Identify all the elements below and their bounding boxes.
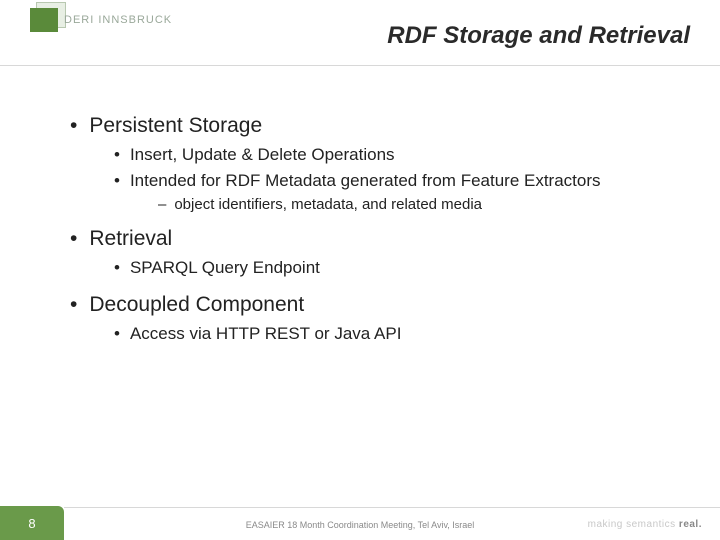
logo-text: DERI INNSBRUCK xyxy=(64,14,172,26)
slide-footer: 8 EASAIER 18 Month Coordination Meeting,… xyxy=(0,506,720,540)
logo-area: DERI INNSBRUCK xyxy=(30,8,172,32)
bullet-l2: Insert, Update & Delete Operations xyxy=(114,144,680,166)
bullet-l1: Decoupled Component xyxy=(70,293,680,317)
bullet-l2: SPARQL Query Endpoint xyxy=(114,257,680,279)
deri-logo-icon xyxy=(30,8,58,32)
footer-tagline: making semantics real. xyxy=(588,519,702,530)
bullet-l1: Persistent Storage xyxy=(70,114,680,138)
tagline-prefix: making semantics xyxy=(588,519,679,530)
slide-title: RDF Storage and Retrieval xyxy=(387,22,690,50)
bullet-l1: Retrieval xyxy=(70,227,680,251)
bullet-l2: Intended for RDF Metadata generated from… xyxy=(114,170,680,192)
bullet-l3: object identifiers, metadata, and relate… xyxy=(158,196,680,213)
slide-content: Persistent Storage Insert, Update & Dele… xyxy=(70,100,680,345)
bullet-l2: Access via HTTP REST or Java API xyxy=(114,323,680,345)
tagline-emphasis: real. xyxy=(679,519,702,530)
footer-divider xyxy=(64,507,720,508)
slide-header: DERI INNSBRUCK RDF Storage and Retrieval xyxy=(0,0,720,66)
